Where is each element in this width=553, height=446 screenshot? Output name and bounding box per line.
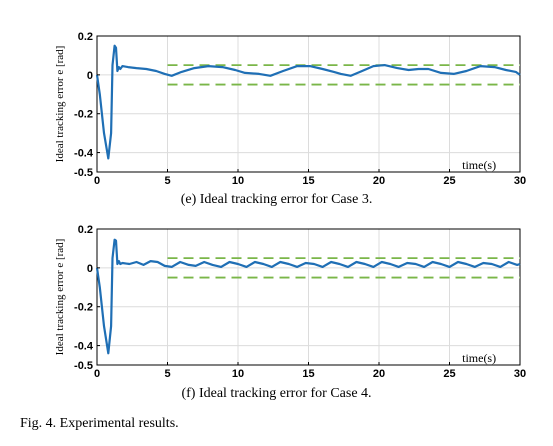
x-tick-label: 25 <box>443 175 455 187</box>
x-axis-label: time(s) <box>462 351 496 365</box>
y-tick-label: -0.4 <box>74 341 94 353</box>
x-tick-label: 0 <box>94 368 100 380</box>
y-tick-label: -0.5 <box>74 167 93 179</box>
x-tick-label: 5 <box>164 175 170 187</box>
x-tick-label: 25 <box>443 368 455 380</box>
plot-case-3: 0 5 10 15 20 25 30 0.2 0 -0.2 -0.4 -0.5 time(s) Ideal… <box>54 31 526 187</box>
y-tick-label: -0.5 <box>74 360 93 372</box>
x-tick-label: 20 <box>373 175 385 187</box>
x-tick-label: 0 <box>94 175 100 187</box>
x-label-background <box>453 351 506 364</box>
y-tick-label: 0.2 <box>78 224 93 236</box>
x-tick-label: 30 <box>514 175 526 187</box>
series-line <box>95 44 521 160</box>
y-axis-label: Ideal tracking error e [rad] <box>54 239 66 356</box>
y-tick-label: -0.2 <box>74 302 93 314</box>
x-axis-label: time(s) <box>462 158 496 172</box>
caption-case-4: (f) Ideal tracking error for Case 4. <box>181 386 372 401</box>
y-tick-label: 0 <box>87 263 93 275</box>
x-tick-label: 15 <box>302 175 314 187</box>
caption-case-3: (e) Ideal tracking error for Case 3. <box>180 192 373 207</box>
x-tick-label: 10 <box>232 175 244 187</box>
x-tick-label: 20 <box>373 368 385 380</box>
x-tick-label: 5 <box>164 368 170 380</box>
x-label-background <box>453 158 506 171</box>
figure-caption: Fig. 4. Experimental results. <box>20 416 179 431</box>
x-tick-label: 10 <box>232 368 244 380</box>
y-tick-label: 0.2 <box>78 31 93 43</box>
y-tick-label: 0 <box>87 70 93 82</box>
x-tick-label: 30 <box>514 368 526 380</box>
plot-case-4: 0 5 10 15 20 25 30 0.2 0 -0.2 -0.4 -0.5 time(s) Ideal… <box>54 224 526 380</box>
y-axis-label: Ideal tracking error e [rad] <box>54 46 66 163</box>
y-tick-label: -0.4 <box>74 148 94 160</box>
series-line <box>95 238 521 355</box>
y-tick-label: -0.2 <box>74 109 93 121</box>
x-tick-label: 15 <box>302 368 314 380</box>
